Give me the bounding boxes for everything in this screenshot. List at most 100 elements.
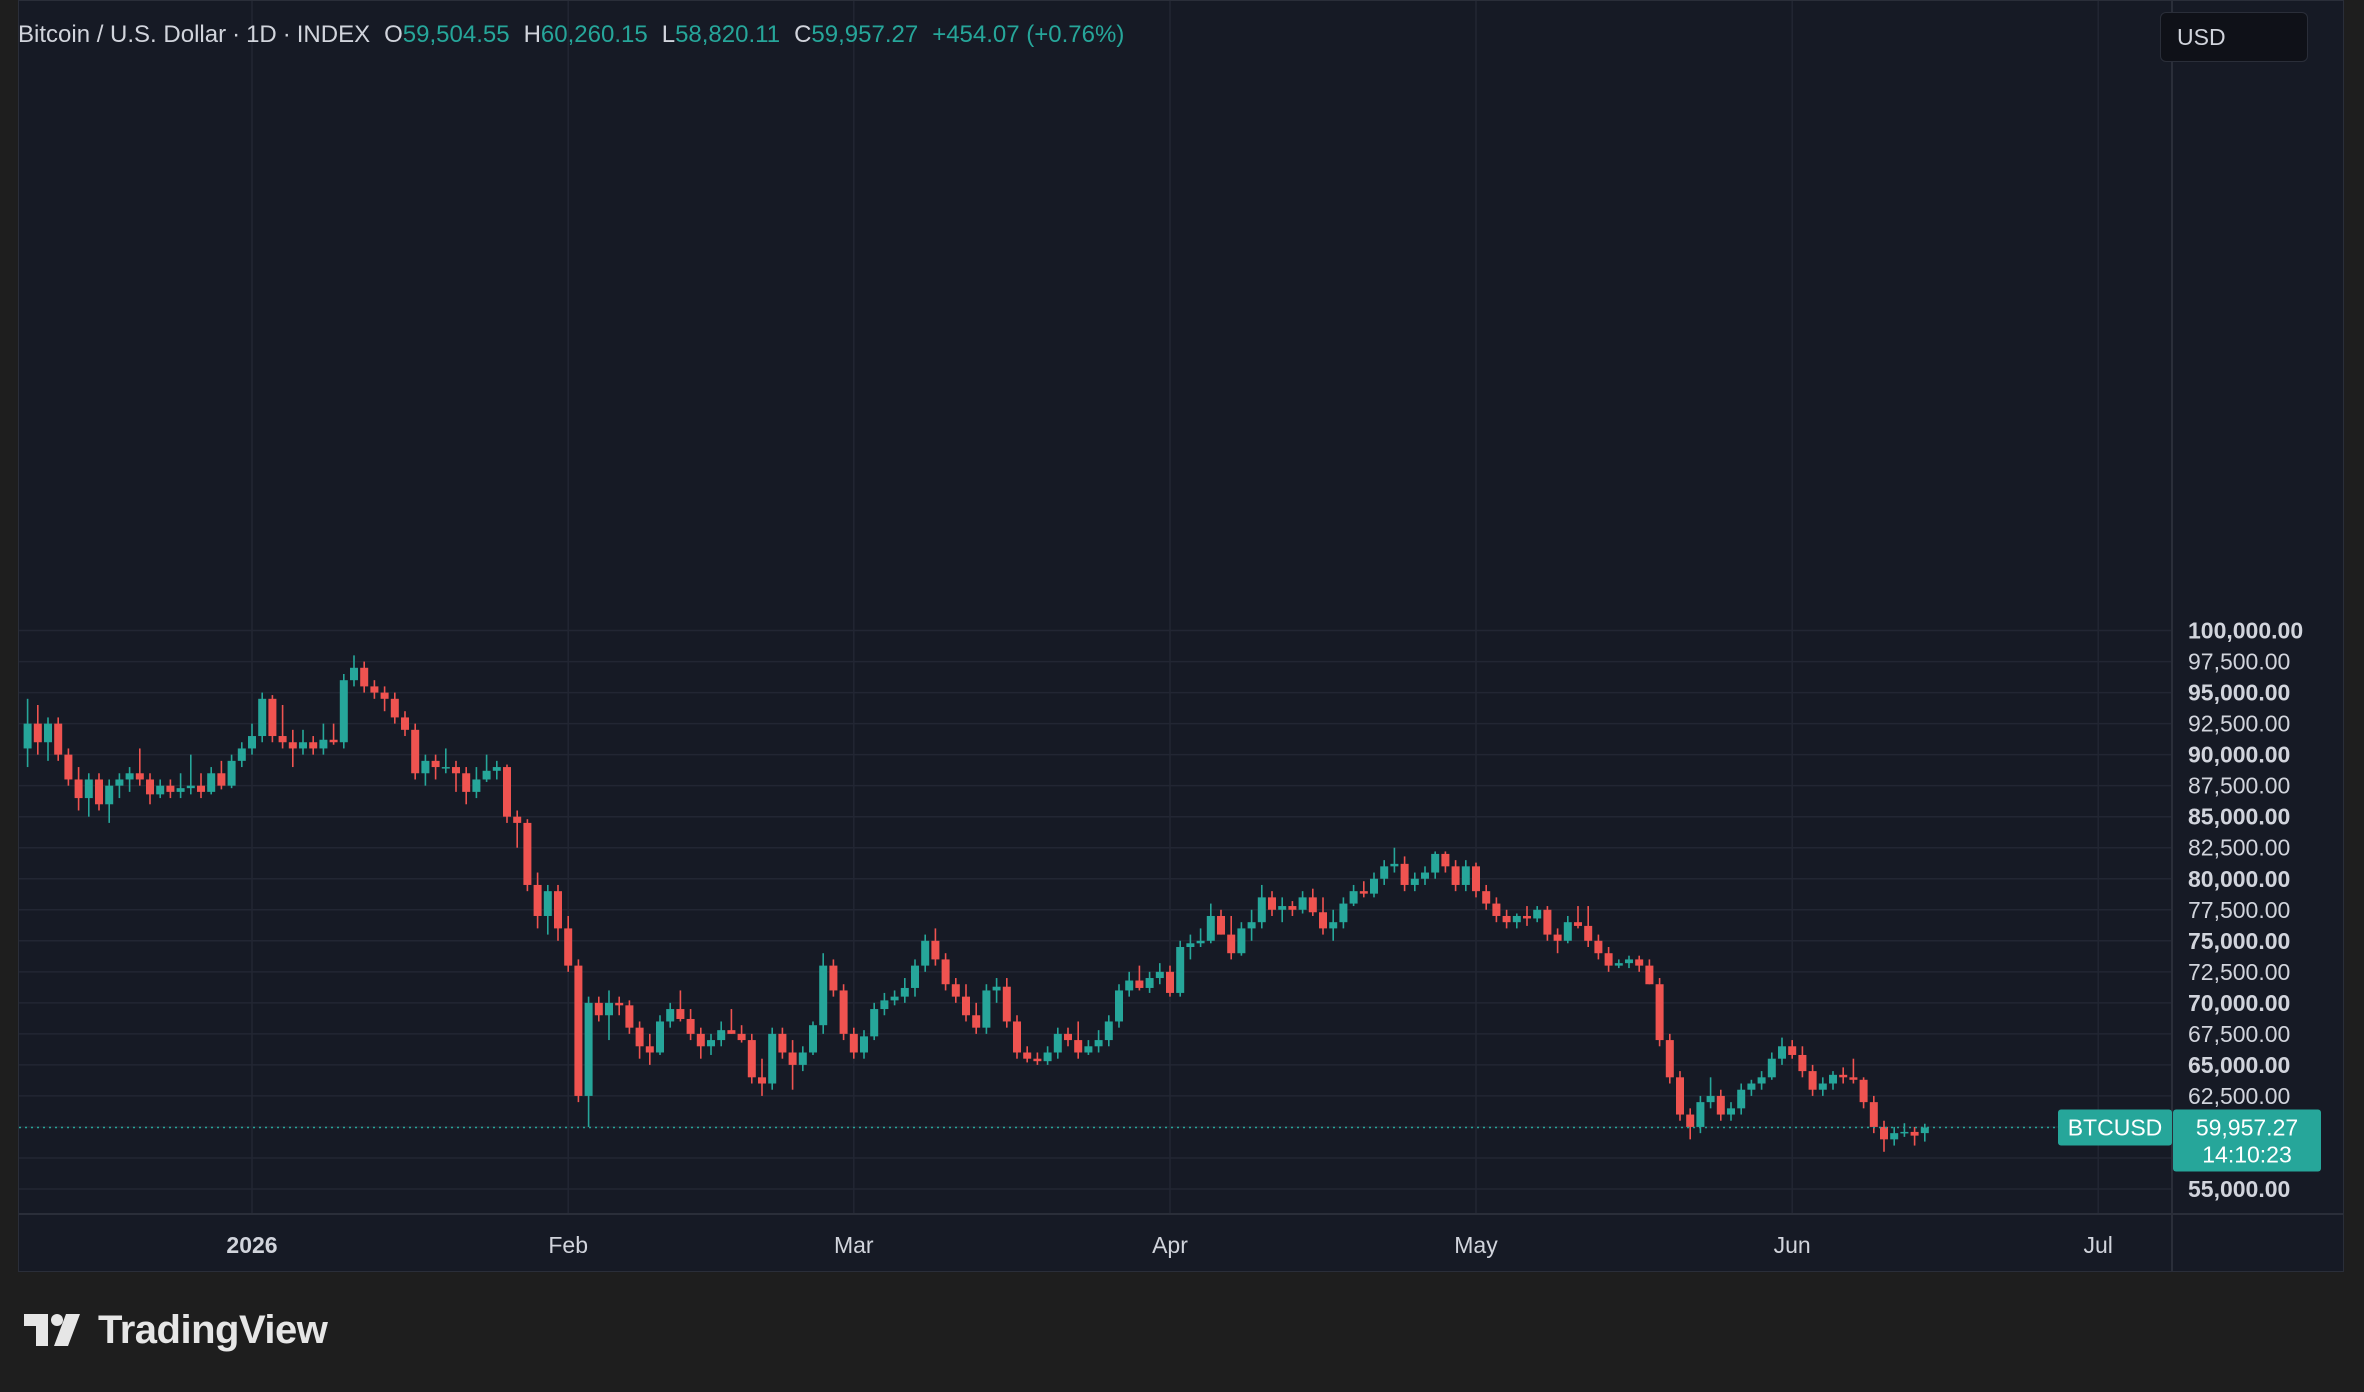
candle-body [1818, 1083, 1827, 1090]
chart-frame[interactable] [18, 0, 2344, 1272]
candle-body [1461, 866, 1470, 885]
candle-body [1053, 1033, 1062, 1053]
candle-body [197, 785, 205, 792]
candle-body [166, 785, 175, 792]
price-tag [2173, 1109, 2321, 1172]
candle-body [1625, 959, 1633, 964]
candle-body [1257, 897, 1266, 923]
candle-body [1788, 1046, 1797, 1055]
y-tick-label: 70,000.00 [2188, 990, 2290, 1016]
candle-body [421, 760, 430, 774]
candle-body [1910, 1131, 1919, 1136]
candle-body [1574, 922, 1582, 926]
candle-body [1920, 1127, 1929, 1134]
candle-body [1451, 866, 1460, 885]
candle-body [931, 940, 940, 960]
candle-body [982, 990, 991, 1028]
candle-body [288, 742, 297, 749]
candle-body [33, 723, 42, 743]
candle-body [401, 717, 409, 730]
currency-selector[interactable]: USD [2160, 12, 2308, 62]
candle-body [186, 785, 195, 789]
x-tick-label: Feb [548, 1232, 588, 1258]
change-value: +454.07 (+0.76%) [932, 21, 1125, 48]
low-label: L [661, 21, 676, 48]
y-tick-label: 97,500.00 [2188, 649, 2290, 675]
candle-body [615, 1002, 624, 1006]
candle-body [778, 1033, 787, 1053]
candle-body [1716, 1095, 1725, 1115]
candle-body [1064, 1033, 1072, 1041]
symbol-tag-label: BTCUSD [2068, 1114, 2163, 1140]
candle-body [105, 785, 114, 805]
candle-body [1869, 1102, 1878, 1127]
candle-body [1359, 891, 1368, 894]
candle-body [482, 770, 491, 780]
candle-body [1829, 1074, 1837, 1084]
candle-body [1380, 866, 1389, 879]
candle-body [278, 736, 287, 743]
candle-body [1747, 1083, 1756, 1090]
candle-body [1676, 1077, 1684, 1115]
candle-body [1604, 953, 1613, 966]
candle-body [1206, 915, 1215, 941]
candle-body [1880, 1126, 1888, 1140]
candle-body [911, 965, 919, 988]
x-tick-label: Mar [834, 1232, 874, 1258]
candle-body [809, 1025, 817, 1053]
x-tick-label: May [1454, 1232, 1498, 1258]
candle-body [1808, 1071, 1817, 1090]
symbol-tag [2058, 1109, 2172, 1146]
y-tick-label: 100,000.00 [2188, 618, 2303, 644]
candle-body [1247, 922, 1256, 929]
candle-body [207, 773, 216, 792]
candle-body [1686, 1114, 1695, 1127]
candle-body [768, 1033, 777, 1084]
high-label: H [523, 21, 541, 48]
candle-body [880, 1000, 889, 1010]
candle-body [543, 891, 552, 916]
y-tick-label: 62,500.00 [2188, 1083, 2290, 1109]
candle-body [1319, 912, 1327, 929]
candle-body [1512, 915, 1521, 923]
candle-body [1196, 940, 1205, 944]
candle-body [472, 779, 481, 792]
candle-body [972, 1015, 981, 1028]
y-tick-label: 80,000.00 [2188, 866, 2290, 892]
candle-body [1084, 1046, 1093, 1053]
candle-body [1859, 1079, 1868, 1103]
candle-body [1900, 1131, 1909, 1134]
candle-body [237, 748, 246, 761]
candle-body [1737, 1089, 1746, 1109]
candle-body [176, 788, 185, 792]
candle-body [1523, 915, 1531, 919]
candle-body [1125, 980, 1134, 991]
candle-body [819, 965, 828, 1026]
candle-body [54, 723, 63, 755]
open-label: O [384, 21, 403, 48]
grid-layer [19, 1, 2172, 1214]
candle-body [1339, 903, 1348, 923]
candle-body [1400, 863, 1409, 885]
candle-body [717, 1030, 726, 1041]
candle-body [574, 965, 583, 1096]
candle-body [1778, 1046, 1786, 1059]
candle-body [84, 779, 93, 799]
candle-body [625, 1005, 634, 1028]
candle-body [900, 987, 909, 997]
candle-body [666, 1009, 675, 1022]
tradingview-logo[interactable]: TradingView [24, 1305, 328, 1355]
candle-body [686, 1018, 695, 1034]
symbol-title[interactable]: Bitcoin / U.S. Dollar [18, 21, 227, 48]
candle-body [1370, 878, 1378, 894]
candle-body [564, 928, 573, 966]
candle-body [1308, 897, 1317, 913]
candle-body [1421, 872, 1429, 879]
candle-body [390, 698, 399, 718]
interval-label[interactable]: 1D [246, 21, 277, 48]
candle-body [921, 940, 930, 966]
y-tick-label: 65,000.00 [2188, 1052, 2290, 1078]
candle-body [1186, 943, 1195, 948]
candle-body [1482, 891, 1491, 904]
